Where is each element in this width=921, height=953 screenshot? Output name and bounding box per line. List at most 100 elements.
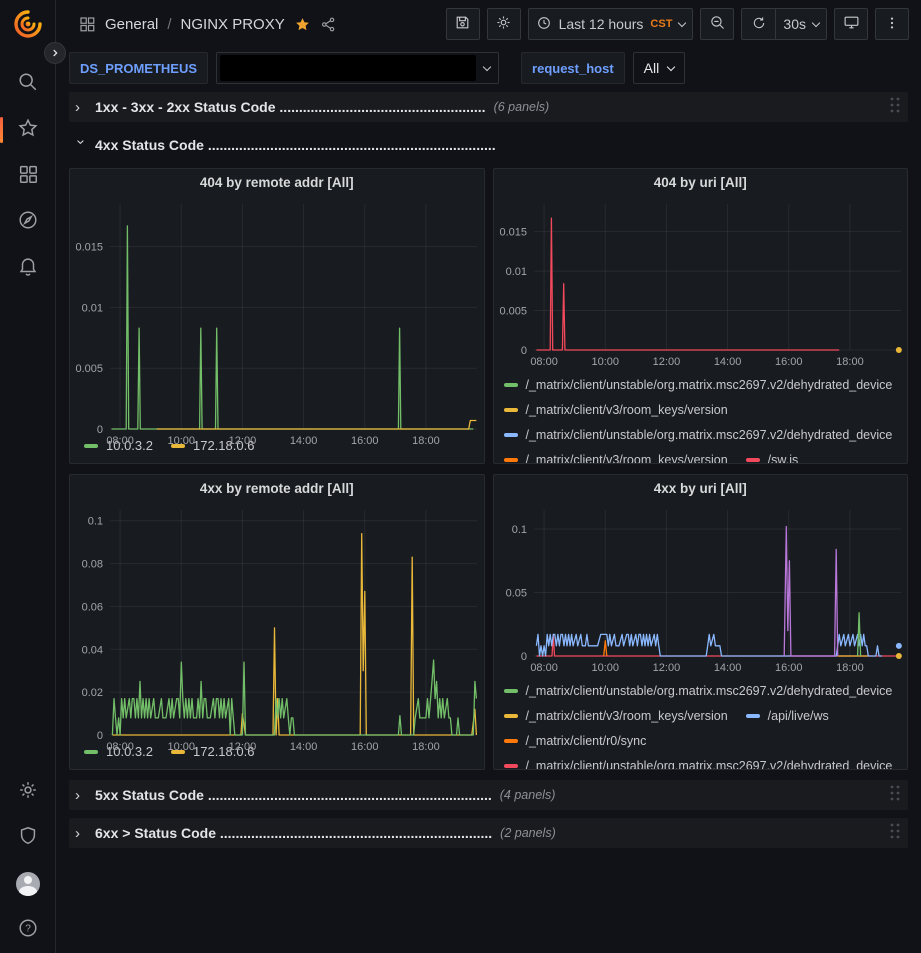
legend: 10.0.3.2 172.18.0.6 <box>70 434 484 463</box>
save-dashboard-button[interactable] <box>445 8 480 40</box>
svg-text:12:00: 12:00 <box>652 356 680 368</box>
legend-item[interactable]: /_matrix/client/unstable/org.matrix.msc2… <box>503 378 892 392</box>
legend: /_matrix/client/unstable/org.matrix.msc2… <box>494 370 908 463</box>
chevron-right-icon: › <box>75 98 80 116</box>
chevron-down-icon <box>482 62 492 71</box>
row-5xx[interactable]: › 5xx Status Code ......................… <box>69 780 908 810</box>
svg-text:16:00: 16:00 <box>351 741 379 753</box>
drag-handle-icon[interactable] <box>888 822 902 845</box>
compass-icon <box>17 209 39 236</box>
sidebar-item-server-admin[interactable] <box>8 818 48 858</box>
row-4xx[interactable]: › 4xx Status Code ......................… <box>69 130 908 160</box>
grafana-logo[interactable] <box>13 10 42 43</box>
sidebar-item-configuration[interactable] <box>8 772 48 812</box>
panel-title[interactable]: 404 by remote addr [All] <box>199 175 354 190</box>
more-options-button[interactable] <box>875 8 909 40</box>
legend-item[interactable]: /_matrix/client/unstable/org.matrix.msc2… <box>503 428 892 442</box>
svg-text:0.005: 0.005 <box>499 306 527 318</box>
row-1xx-3xx-2xx[interactable]: › 1xx - 3xx - 2xx Status Code ..........… <box>69 92 908 122</box>
gear-icon <box>495 14 512 34</box>
dashboard-header: General / NGINX PROXY Last 12 hours CST <box>56 0 921 48</box>
sidebar-item-starred[interactable] <box>0 110 48 150</box>
plot-area[interactable]: 08:00 10:00 12:00 14:00 16:00 18:00 0 0.005 0.01… <box>494 196 908 370</box>
sidebar-item-dashboards[interactable] <box>8 156 48 196</box>
drag-handle-icon[interactable] <box>888 784 902 807</box>
legend-item[interactable]: /sw.js <box>745 453 798 463</box>
svg-text:0.1: 0.1 <box>511 524 526 536</box>
svg-text:10:00: 10:00 <box>591 662 619 674</box>
plot-area[interactable]: 08:00 10:00 12:00 14:00 16:00 18:00 0 0.005 0.01… <box>70 196 484 447</box>
page-title[interactable]: NGINX PROXY <box>180 15 285 33</box>
dashboard-grid-icon <box>78 15 96 33</box>
row-title: 1xx - 3xx - 2xx Status Code ............… <box>95 99 486 115</box>
svg-text:18:00: 18:00 <box>412 741 440 753</box>
svg-text:12:00: 12:00 <box>652 662 680 674</box>
panel-title[interactable]: 4xx by remote addr [All] <box>199 481 354 496</box>
legend-item[interactable]: /_matrix/client/unstable/org.matrix.msc2… <box>503 684 892 698</box>
legend-item[interactable]: /_matrix/client/r0/sync <box>503 734 646 748</box>
legend-item[interactable]: /_matrix/client/v3/room_keys/version <box>503 709 728 723</box>
chevron-right-icon: › <box>75 786 80 804</box>
refresh-button[interactable] <box>741 8 776 40</box>
cycle-view-mode-button[interactable] <box>834 8 868 40</box>
svg-text:0.015: 0.015 <box>75 242 103 254</box>
svg-text:12:00: 12:00 <box>229 741 257 753</box>
legend-item[interactable]: 10.0.3.2 <box>84 438 153 453</box>
request-host-variable-label[interactable]: request_host <box>521 52 625 84</box>
plot-area[interactable]: 08:00 10:00 12:00 14:00 16:00 18:00 0 0.05 0.1 <box>494 502 908 676</box>
sidebar-item-help[interactable]: ? <box>8 910 48 950</box>
svg-text:08:00: 08:00 <box>530 356 558 368</box>
svg-text:0.08: 0.08 <box>82 559 103 571</box>
refresh-interval-label: 30s <box>783 16 806 32</box>
sidebar-expand-button[interactable] <box>44 42 66 64</box>
time-range-picker[interactable]: Last 12 hours CST <box>527 8 694 40</box>
search-button[interactable] <box>8 64 48 104</box>
panel-title[interactable]: 4xx by uri [All] <box>653 481 747 496</box>
toolbar: Last 12 hours CST 30s <box>445 8 909 40</box>
row-title: 4xx Status Code ........................… <box>95 137 496 153</box>
panel-title[interactable]: 404 by uri [All] <box>653 175 747 190</box>
breadcrumb-separator: / <box>167 15 172 33</box>
plot-area[interactable]: 08:00 10:00 12:00 14:00 16:00 18:00 0 0.02 0.04 0… <box>70 502 484 753</box>
chevron-down-icon <box>678 18 687 27</box>
legend-item[interactable]: 172.18.0.6 <box>171 438 254 453</box>
dashboards-grid-icon <box>17 163 39 190</box>
sidebar-item-explore[interactable] <box>8 202 48 242</box>
datasource-variable-label[interactable]: DS_PROMETHEUS <box>69 52 209 84</box>
datasource-value-redacted <box>220 55 477 81</box>
chevron-down-icon: › <box>72 139 90 144</box>
drag-handle-icon[interactable] <box>888 96 902 119</box>
legend-item[interactable]: /_matrix/client/v3/room_keys/version <box>503 453 728 463</box>
favorite-star-icon[interactable] <box>294 16 311 33</box>
legend-item[interactable]: /api/live/ws <box>745 709 829 723</box>
svg-text:14:00: 14:00 <box>713 356 741 368</box>
avatar <box>15 872 40 896</box>
legend-item[interactable]: /_matrix/client/v3/room_keys/version <box>503 403 728 417</box>
breadcrumb-section[interactable]: General <box>105 15 159 33</box>
legend-item[interactable]: 10.0.3.2 <box>84 744 153 759</box>
zoom-out-button[interactable] <box>700 8 735 40</box>
svg-text:16:00: 16:00 <box>774 356 802 368</box>
datasource-variable-select[interactable] <box>216 52 500 84</box>
sidebar-item-profile[interactable] <box>8 864 48 904</box>
legend-item[interactable]: 172.18.0.6 <box>171 744 254 759</box>
sidebar-item-alerting[interactable] <box>8 248 48 288</box>
dashboard-settings-button[interactable] <box>486 8 521 40</box>
request-host-variable-select[interactable]: All <box>632 52 686 84</box>
svg-text:0.02: 0.02 <box>82 687 103 699</box>
svg-text:14:00: 14:00 <box>290 435 318 447</box>
sidebar: ? <box>0 0 66 953</box>
panel-404-by-remote-addr: 404 by remote addr [All] 08:00 10:00 12:00… <box>69 168 485 464</box>
svg-text:0.05: 0.05 <box>505 588 526 600</box>
row-6xx[interactable]: › 6xx > Status Code ....................… <box>69 818 908 848</box>
svg-text:18:00: 18:00 <box>836 662 864 674</box>
row-title: 5xx Status Code ........................… <box>95 787 492 803</box>
gear-icon <box>17 779 39 806</box>
legend-item[interactable]: /_matrix/client/unstable/org.matrix.msc2… <box>503 759 892 769</box>
refresh-interval-dropdown[interactable]: 30s <box>775 8 827 40</box>
svg-text:08:00: 08:00 <box>106 741 134 753</box>
share-icon[interactable] <box>320 16 337 33</box>
legend: /_matrix/client/unstable/org.matrix.msc2… <box>494 676 908 769</box>
chevron-right-icon: › <box>75 824 80 842</box>
row-panel-count: (6 panels) <box>493 100 550 114</box>
